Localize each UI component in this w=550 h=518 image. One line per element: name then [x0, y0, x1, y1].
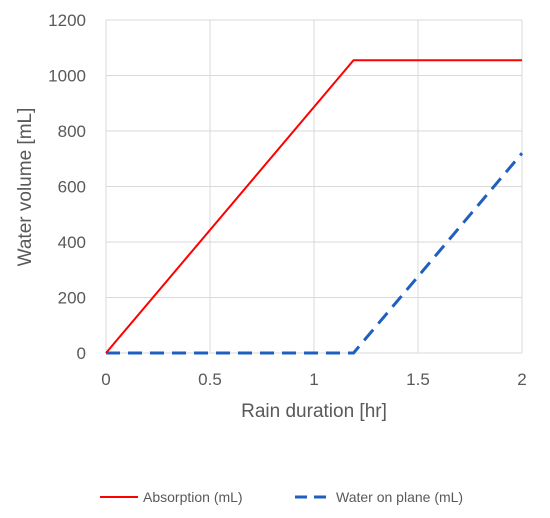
y-axis-label: Water volume [mL] — [15, 108, 36, 267]
y-tick-label: 200 — [58, 289, 86, 308]
x-axis-label: Rain duration [hr] — [241, 401, 387, 422]
x-tick-label: 2 — [517, 370, 526, 389]
y-tick-label: 600 — [58, 178, 86, 197]
x-tick-label: 1.5 — [406, 370, 430, 389]
x-tick-label: 0 — [101, 370, 110, 389]
series-lines — [105, 59, 524, 355]
y-tick-label: 0 — [77, 344, 86, 363]
y-tick-label: 800 — [58, 122, 86, 141]
y-tick-label: 1200 — [48, 11, 86, 30]
y-tick-label: 1000 — [48, 67, 86, 86]
series-water-on-plane-line — [106, 152, 524, 355]
legend-label-water-on-plane: Water on plane (mL) — [336, 489, 463, 505]
y-tick-label: 400 — [58, 233, 86, 252]
x-tick-label: 0.5 — [198, 370, 222, 389]
y-axis-ticks: 0 200 400 600 800 1000 1200 — [48, 11, 86, 363]
x-axis-ticks: 0 0.5 1 1.5 2 — [101, 370, 526, 389]
legend: Absorption (mL) Water on plane (mL) — [100, 489, 463, 505]
series-absorption-line — [105, 59, 522, 354]
x-tick-label: 1 — [309, 370, 318, 389]
grid — [105, 19, 523, 354]
legend-label-absorption: Absorption (mL) — [143, 489, 243, 505]
